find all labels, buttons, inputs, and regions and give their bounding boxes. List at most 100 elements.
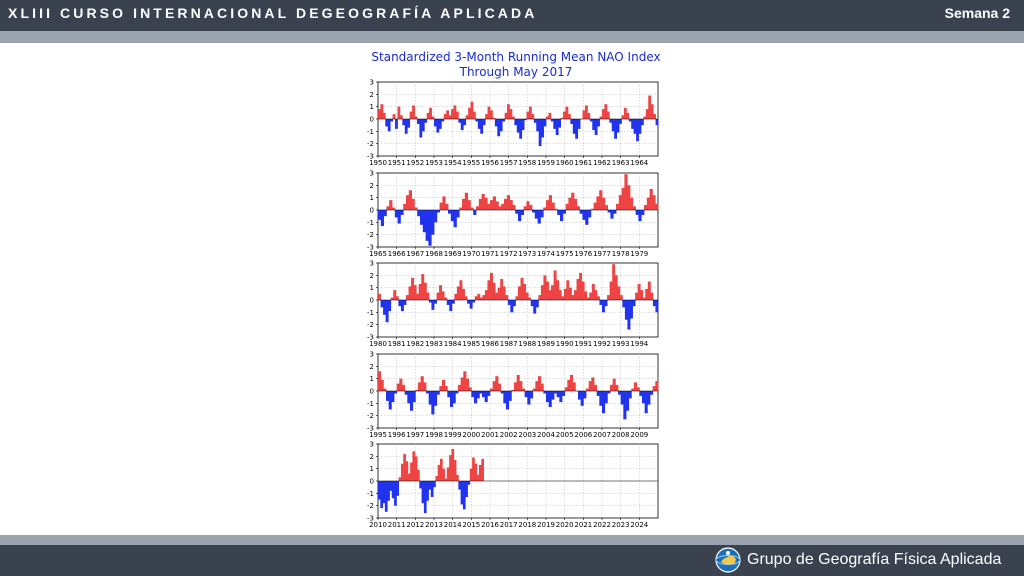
y-tick-label: 3 (370, 260, 374, 268)
nao-bar (577, 119, 581, 129)
nao-bar (469, 300, 473, 309)
nao-bar (479, 297, 483, 300)
nao-bar (444, 386, 448, 391)
nao-bar (438, 119, 442, 129)
nao-bar (448, 115, 452, 119)
nao-bar (519, 381, 523, 391)
nao-bar (476, 474, 480, 481)
nao-bar (402, 384, 406, 391)
nao-bar (472, 457, 475, 481)
nao-bar (589, 119, 593, 122)
nao-bar (422, 210, 426, 233)
nao-bar (451, 109, 454, 119)
x-tick-label: 1955 (462, 159, 480, 167)
nao-bar (451, 300, 455, 304)
nao-bar (397, 210, 401, 224)
nao-bar (538, 376, 542, 391)
nao-bar (551, 285, 555, 300)
nao-bar (448, 210, 452, 214)
nao-bar (442, 196, 446, 210)
x-tick-label: 1957 (500, 159, 518, 167)
nao-bar (627, 185, 631, 210)
globe-logo-icon (715, 547, 741, 573)
nao-bar (521, 119, 525, 131)
nao-index-chart: Standardized 3-Month Running Mean NAO In… (367, 50, 661, 528)
nao-bar (421, 481, 425, 504)
nao-bar (378, 371, 382, 391)
nao-bar (520, 277, 524, 300)
nao-bar (490, 200, 494, 210)
nao-bar (602, 109, 605, 119)
nao-bar (638, 119, 642, 134)
nao-bar (599, 300, 603, 305)
nao-bar (394, 481, 397, 506)
nao-bar (609, 119, 613, 123)
nao-bar (523, 283, 527, 300)
nao-bar (648, 95, 652, 119)
nao-bar (652, 300, 656, 307)
nao-bar (546, 116, 549, 119)
y-tick-label: -3 (367, 515, 374, 523)
nao-bar (411, 277, 415, 300)
nao-bar (554, 391, 558, 394)
nao-bar (408, 286, 412, 300)
nao-bar (395, 296, 399, 300)
nao-bar (594, 290, 598, 300)
nao-bar (631, 388, 635, 391)
nao-bar (566, 280, 570, 300)
nao-bar (473, 210, 477, 215)
nao-bar (646, 197, 650, 210)
x-tick-label: 1971 (481, 250, 499, 258)
x-tick-label: 1986 (481, 340, 499, 348)
x-tick-label: 2024 (630, 521, 648, 528)
nao-bar (618, 391, 622, 395)
nao-bar (378, 210, 382, 220)
x-tick-label: 2005 (556, 431, 574, 439)
nao-bar (499, 119, 503, 132)
nao-bar (568, 197, 572, 210)
nao-bar (584, 291, 588, 300)
x-tick-label: 1998 (425, 431, 443, 439)
chart-title-line-2: Through May 2017 (459, 65, 573, 79)
nao-bar (399, 378, 403, 391)
nao-bar (640, 290, 644, 300)
x-tick-label: 1967 (406, 250, 424, 258)
week-label: Semana 2 (944, 5, 1010, 21)
nao-bar (421, 274, 425, 300)
nao-bar (391, 481, 395, 499)
nao-bar (532, 388, 536, 391)
nao-bar (582, 110, 586, 119)
nao-bar (447, 391, 451, 398)
nao-bar (404, 391, 408, 395)
nao-bar (380, 104, 384, 119)
nao-bar (528, 297, 532, 300)
nao-bar (546, 200, 550, 210)
nao-bar (492, 282, 496, 300)
nao-bar (553, 119, 557, 129)
nao-bar (655, 381, 659, 391)
nao-bar (456, 286, 460, 300)
nao-bar (492, 196, 496, 210)
nao-bar (477, 119, 481, 129)
nao-bar (504, 112, 508, 119)
nao-bar (472, 300, 476, 303)
nao-bar (538, 295, 542, 300)
nao-bar (514, 119, 518, 126)
nao-bar (507, 104, 510, 119)
nao-bar (655, 203, 659, 210)
nao-bar (421, 119, 425, 132)
nao-bar (634, 382, 638, 391)
nao-bar (564, 387, 568, 391)
nao-bar (495, 201, 499, 210)
nao-bar (583, 391, 587, 399)
nao-bar (604, 205, 608, 210)
nao-bar (413, 285, 417, 300)
nao-bar (480, 119, 484, 134)
nao-bar (439, 458, 443, 481)
nao-bar (423, 382, 427, 391)
x-tick-label: 1979 (630, 250, 648, 258)
nao-bar (520, 210, 524, 215)
nao-bar (484, 290, 488, 300)
nao-bar (497, 119, 501, 137)
x-tick-label: 1990 (556, 340, 574, 348)
